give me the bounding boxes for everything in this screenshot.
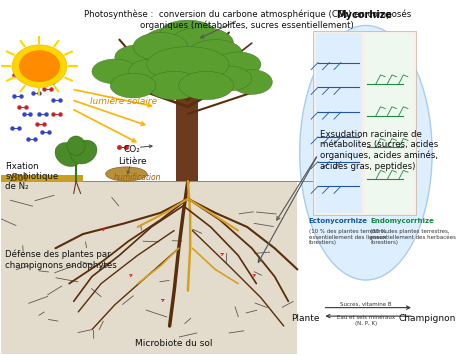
Ellipse shape: [161, 20, 215, 45]
Text: Plante: Plante: [292, 313, 320, 323]
Ellipse shape: [147, 47, 229, 82]
Ellipse shape: [206, 66, 252, 91]
Bar: [313, 31, 416, 215]
Text: Sol: Sol: [11, 173, 28, 183]
Ellipse shape: [215, 52, 261, 77]
Ellipse shape: [128, 59, 174, 84]
Ellipse shape: [179, 71, 234, 100]
Ellipse shape: [147, 71, 201, 100]
Bar: [176, 82, 199, 181]
Text: Ectonycorrhize: Ectonycorrhize: [309, 218, 368, 224]
Text: Exsudation racinaire de
métabolites (sucres, acides
organiques, acides aminés,
a: Exsudation racinaire de métabolites (suc…: [320, 130, 438, 170]
Bar: [316, 33, 362, 213]
Text: Endomycorrhize: Endomycorrhize: [371, 218, 434, 224]
Text: Eau et sels minéraux
(N, P, K): Eau et sels minéraux (N, P, K): [337, 315, 395, 326]
Bar: [0, 175, 83, 182]
Ellipse shape: [92, 59, 137, 84]
Ellipse shape: [106, 167, 147, 181]
Text: Défense des plantes par
champignons endophytes: Défense des plantes par champignons endo…: [5, 250, 117, 270]
Ellipse shape: [115, 45, 161, 70]
Bar: [0, 181, 298, 354]
Ellipse shape: [188, 40, 243, 68]
Circle shape: [19, 50, 60, 82]
Text: Fixation
symbiotique
de N₂: Fixation symbiotique de N₂: [5, 162, 58, 191]
Circle shape: [12, 45, 67, 87]
Text: Microbiote du sol: Microbiote du sol: [136, 339, 213, 349]
Text: Mycorhize: Mycorhize: [337, 10, 392, 20]
Ellipse shape: [133, 33, 188, 61]
Ellipse shape: [110, 73, 156, 98]
Ellipse shape: [67, 136, 85, 155]
Ellipse shape: [71, 140, 97, 164]
Text: (80 % des plantes terrestres,
essentiellement des herbacées
forestiers): (80 % des plantes terrestres, essentiell…: [371, 229, 456, 245]
Ellipse shape: [170, 27, 234, 59]
Ellipse shape: [142, 27, 206, 59]
Ellipse shape: [55, 143, 82, 166]
Text: Litière: Litière: [118, 157, 147, 166]
Text: Photosynthèse :  conversion du carbone atmosphérique (CO₂) en composés
organique: Photosynthèse : conversion du carbone at…: [83, 10, 411, 30]
Bar: [0, 1, 457, 181]
Ellipse shape: [231, 70, 273, 94]
Text: humification: humification: [114, 173, 162, 182]
Text: (10 % des plantes terrestres,
essentiellement des ligneux
forestiers): (10 % des plantes terrestres, essentiell…: [309, 229, 389, 245]
Bar: [365, 33, 414, 213]
Text: Sucres, vitamine B: Sucres, vitamine B: [340, 302, 392, 307]
Text: lumière solaire: lumière solaire: [90, 97, 157, 106]
Ellipse shape: [300, 26, 432, 280]
Text: CO₂: CO₂: [123, 146, 140, 154]
Text: Champignon: Champignon: [399, 313, 456, 323]
